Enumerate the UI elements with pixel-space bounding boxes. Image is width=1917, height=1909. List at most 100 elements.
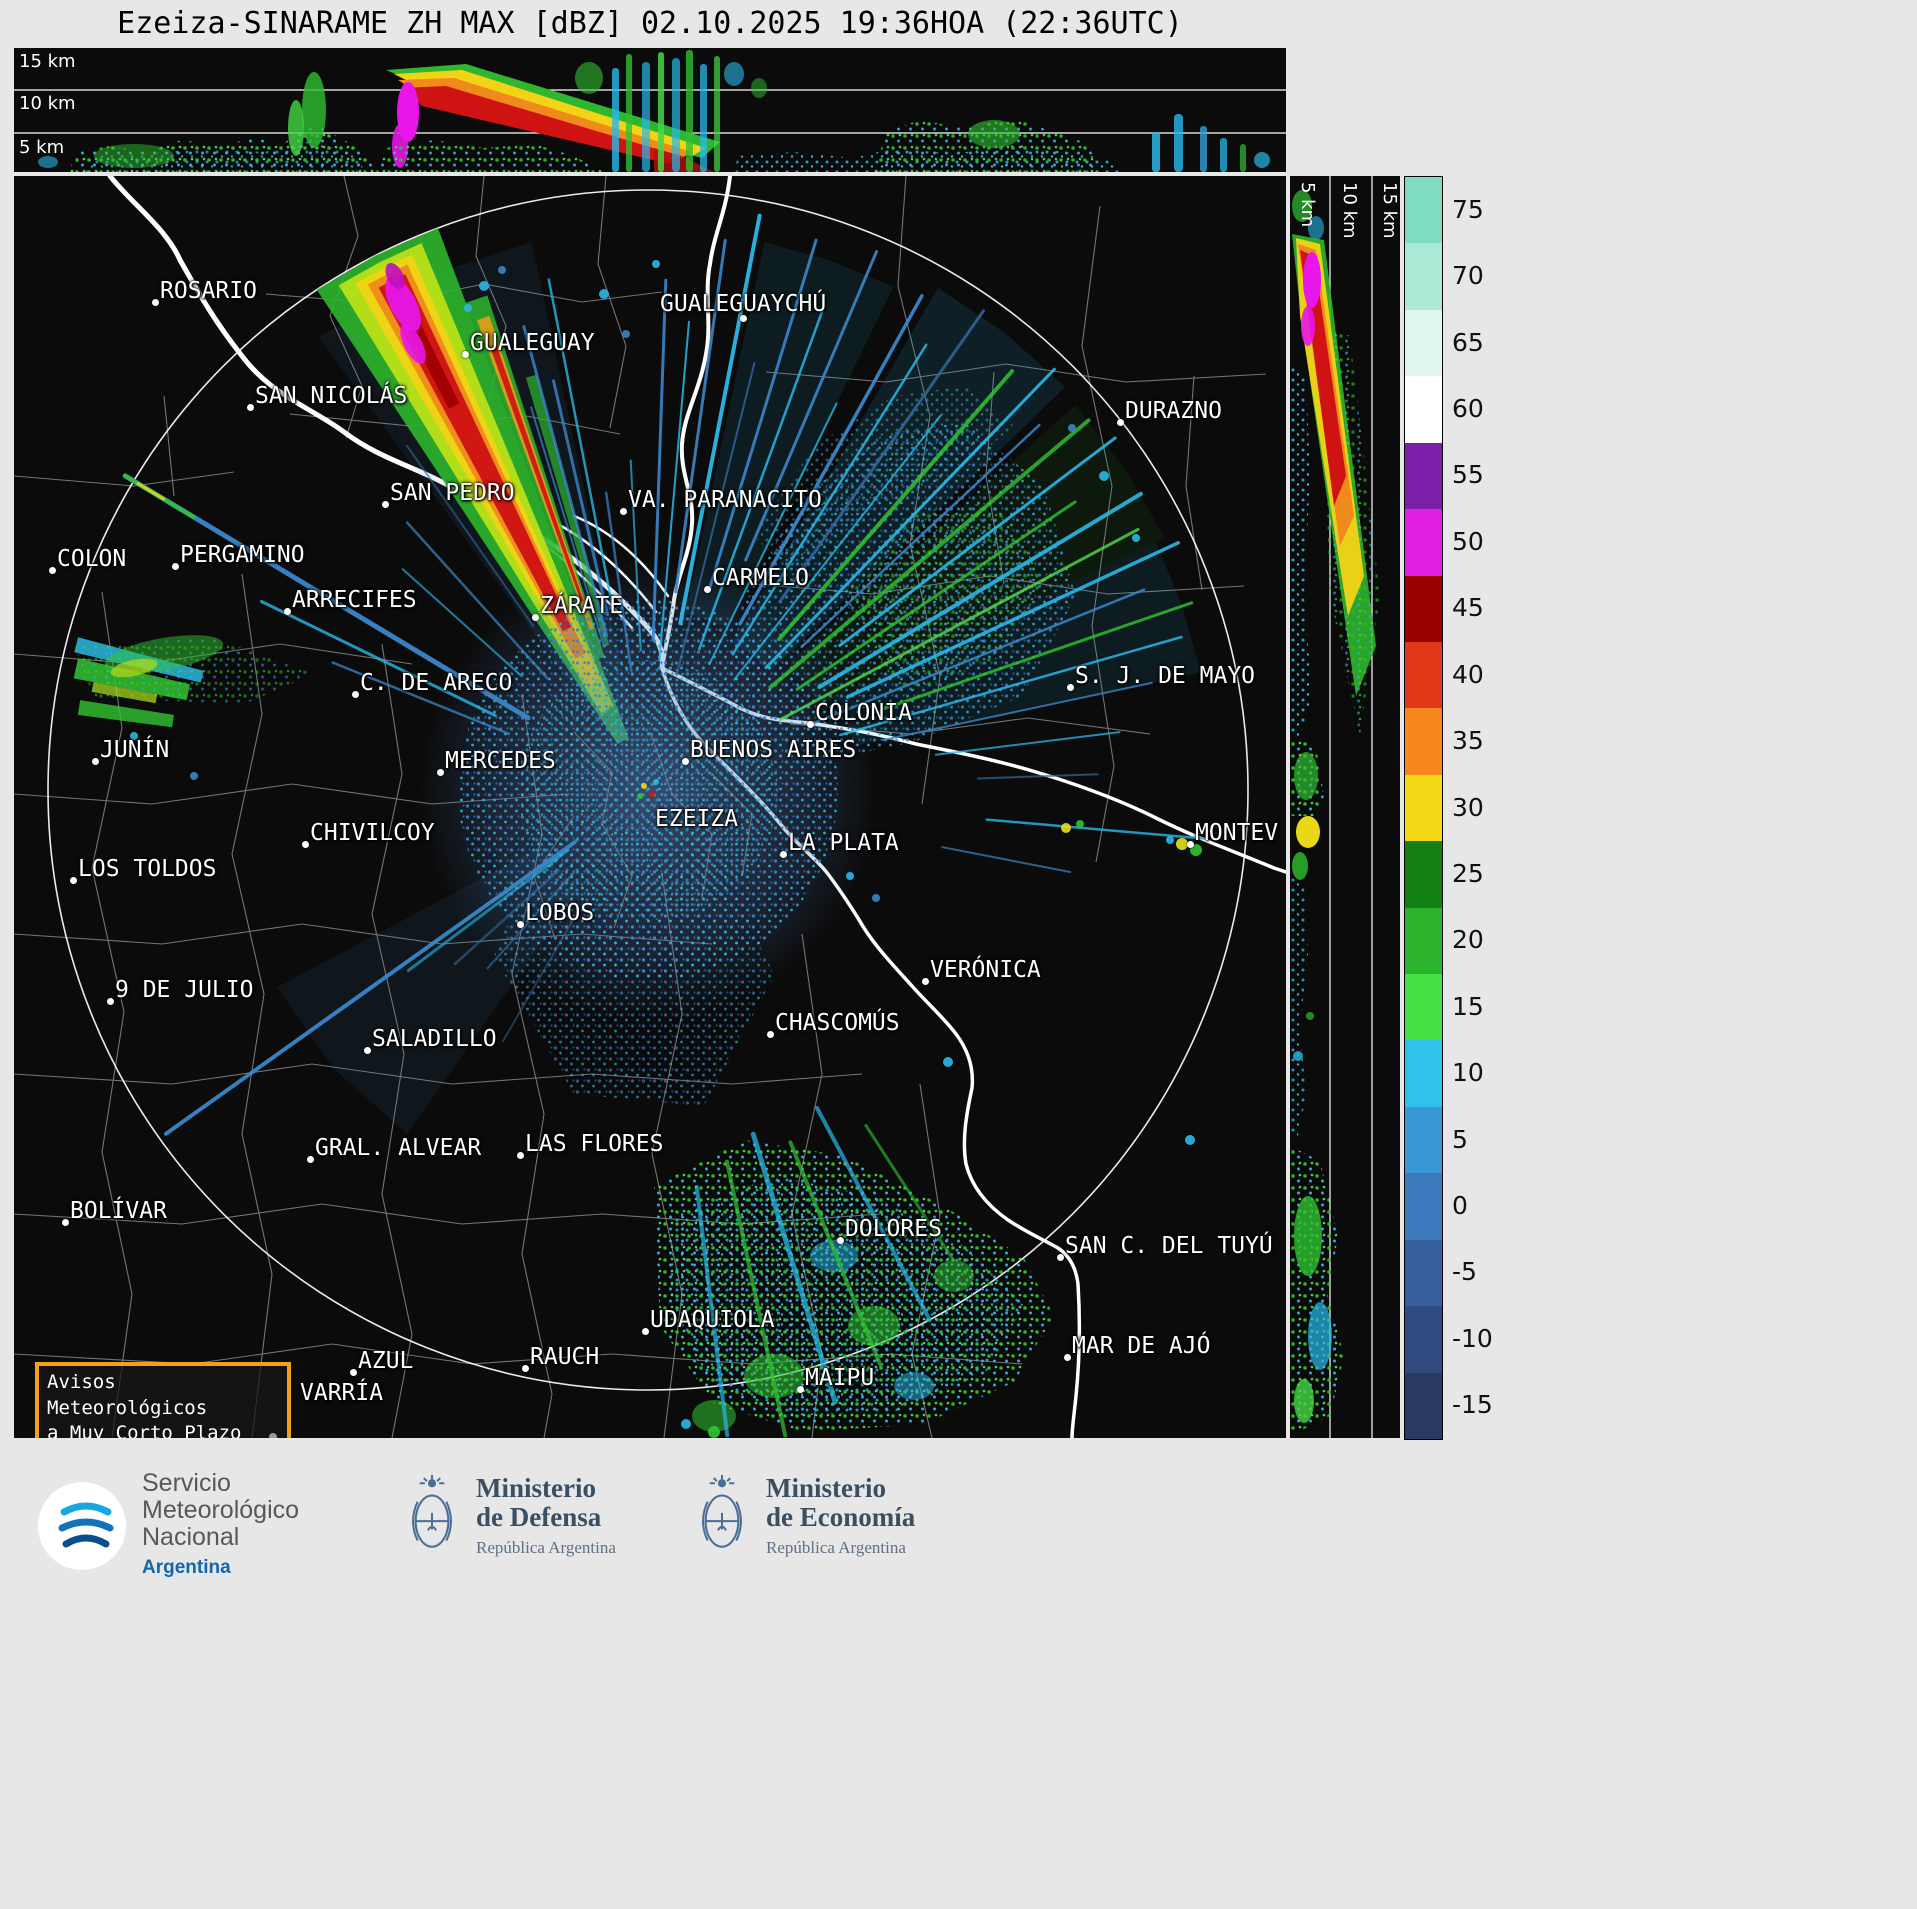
radar-echo-spike bbox=[934, 731, 1121, 756]
radar-echo-wedges bbox=[73, 228, 1201, 1134]
city-dot bbox=[620, 508, 627, 515]
city-dot bbox=[517, 1152, 524, 1159]
city-dot bbox=[922, 978, 929, 985]
colorbar-tick-label: 20 bbox=[1452, 925, 1484, 955]
colorbar-segment bbox=[1405, 841, 1442, 908]
city-dot bbox=[382, 501, 389, 508]
radar-echo-spike bbox=[764, 367, 1056, 670]
radar-echo-spike bbox=[839, 635, 1183, 737]
radar-echo-spike bbox=[604, 491, 633, 673]
city-dot bbox=[740, 315, 747, 322]
radar-echo-spike bbox=[698, 304, 826, 651]
radar-echo-spike bbox=[738, 294, 924, 626]
radar-echo-wedge bbox=[355, 254, 600, 687]
radar-echo-spike bbox=[123, 473, 196, 519]
radar-echo-dot bbox=[637, 793, 643, 799]
radar-echo-dot bbox=[498, 266, 506, 274]
height-label-10km: 10 km bbox=[1339, 182, 1360, 239]
city-dot bbox=[767, 1031, 774, 1038]
height-gridlines bbox=[14, 89, 1286, 134]
radar-echo-spike bbox=[778, 309, 985, 604]
city-label: MONTEV bbox=[1195, 820, 1279, 846]
radar-echo-wedge bbox=[477, 315, 595, 631]
city-label: COLON bbox=[57, 546, 127, 572]
radar-echo-spike bbox=[864, 1124, 955, 1262]
cross-section-right-echoes bbox=[1290, 190, 1380, 1431]
radar-echo-spike bbox=[881, 681, 1153, 742]
radar-echo-dot bbox=[1076, 820, 1084, 828]
radar-echo-blob bbox=[110, 658, 158, 678]
radar-echo-spike bbox=[658, 320, 690, 662]
radar-echo-wedge bbox=[77, 700, 174, 728]
radar-echo-spike bbox=[260, 600, 497, 717]
radar-echo-spike bbox=[674, 238, 727, 594]
radar-echo-wedge bbox=[490, 345, 584, 602]
radar-echo-wedge bbox=[74, 637, 204, 683]
radar-echo-spike bbox=[694, 1185, 730, 1438]
colorbar-segment bbox=[1405, 974, 1442, 1041]
ministerio-economia-block: Ministerio de Economía República Argenti… bbox=[694, 1474, 915, 1558]
radar-echo-dot bbox=[1099, 471, 1109, 481]
colorbar-segment bbox=[1405, 1106, 1442, 1174]
city-dot bbox=[1064, 1354, 1071, 1361]
height-label-10km: 10 km bbox=[19, 93, 76, 114]
city-label: COLONIA bbox=[815, 700, 912, 726]
radar-echo-spike bbox=[552, 379, 609, 617]
radar-echo-spike bbox=[164, 840, 577, 1136]
radar-echo-spike bbox=[882, 601, 1194, 711]
city-label: SAN C. DEL TUYÚ bbox=[1065, 1233, 1273, 1259]
radar-echo-spike bbox=[817, 491, 1143, 689]
economia-title-line: de Economía bbox=[766, 1502, 916, 1532]
colorbar-segment bbox=[1405, 1040, 1442, 1107]
radar-echo-spike bbox=[522, 324, 609, 637]
radar-echo-spike bbox=[406, 848, 570, 972]
radar-echo-blob bbox=[385, 263, 405, 289]
city-label: LOBOS bbox=[525, 900, 595, 926]
colorbar-tick-label: 65 bbox=[1452, 327, 1484, 357]
city-label: UDAQUIOLA bbox=[650, 1307, 775, 1333]
city-dot bbox=[1187, 841, 1194, 848]
city-dot bbox=[1057, 1254, 1064, 1261]
smn-country: Argentina bbox=[142, 1557, 231, 1578]
radar-echo-spike bbox=[547, 278, 615, 615]
city-dot bbox=[522, 1365, 529, 1372]
city-label: MERCEDES bbox=[445, 748, 556, 774]
city-label: SAN PEDRO bbox=[390, 480, 515, 506]
warning-banner[interactable]: Avisos Meteorológicos a Muy Corto Plazo bbox=[35, 1362, 291, 1438]
radar-echo-spike bbox=[678, 213, 762, 626]
warning-line1: Avisos Meteorológicos bbox=[47, 1371, 208, 1419]
colorbar-tick-label: 25 bbox=[1452, 858, 1484, 888]
city-label: VARRÍA bbox=[300, 1380, 384, 1406]
radar-echo-spike bbox=[845, 541, 1180, 699]
city-dot bbox=[350, 1369, 357, 1376]
cross-section-right-graphic bbox=[1290, 176, 1380, 1438]
city-dot bbox=[70, 877, 77, 884]
city-dot bbox=[437, 769, 444, 776]
radar-echo-dot bbox=[1190, 844, 1202, 856]
radar-echo-dot bbox=[846, 872, 854, 880]
radar-echo-wedge bbox=[789, 405, 1165, 707]
radar-echo-wedge bbox=[73, 658, 190, 701]
radar-echo-spike bbox=[676, 362, 756, 675]
city-label: EZEIZA bbox=[655, 806, 739, 832]
radar-echo-dot bbox=[190, 772, 198, 780]
city-label: ZÁRATE bbox=[540, 593, 624, 619]
radar-echo-wedge bbox=[465, 295, 605, 659]
radar-echo-spikes bbox=[122, 213, 1208, 1438]
city-dot bbox=[92, 758, 99, 765]
radar-echo-dot bbox=[641, 783, 647, 789]
city-label: GUALEGUAYCHÚ bbox=[660, 291, 827, 317]
radar-echo-speckle bbox=[74, 386, 1076, 1432]
rivers-coastlines bbox=[107, 176, 1286, 1438]
radar-echo-spike bbox=[731, 343, 928, 656]
height-gridlines bbox=[1329, 176, 1373, 1438]
smn-logo-icon bbox=[38, 1481, 126, 1570]
radar-echo-spike bbox=[838, 436, 1117, 648]
city-dot bbox=[62, 1219, 69, 1226]
escudo-icon bbox=[404, 1474, 460, 1558]
radar-echo-spike bbox=[795, 500, 1077, 691]
radar-echo-spike bbox=[725, 1159, 788, 1438]
radar-echo-spike bbox=[941, 846, 1072, 873]
colorbar-tick-labels: 75 70 65 60 55 50 45 40 35 30 25 20 15 10 5 0 -5 -10 -15 bbox=[1452, 176, 1522, 1438]
radar-echo-spike bbox=[708, 402, 838, 666]
